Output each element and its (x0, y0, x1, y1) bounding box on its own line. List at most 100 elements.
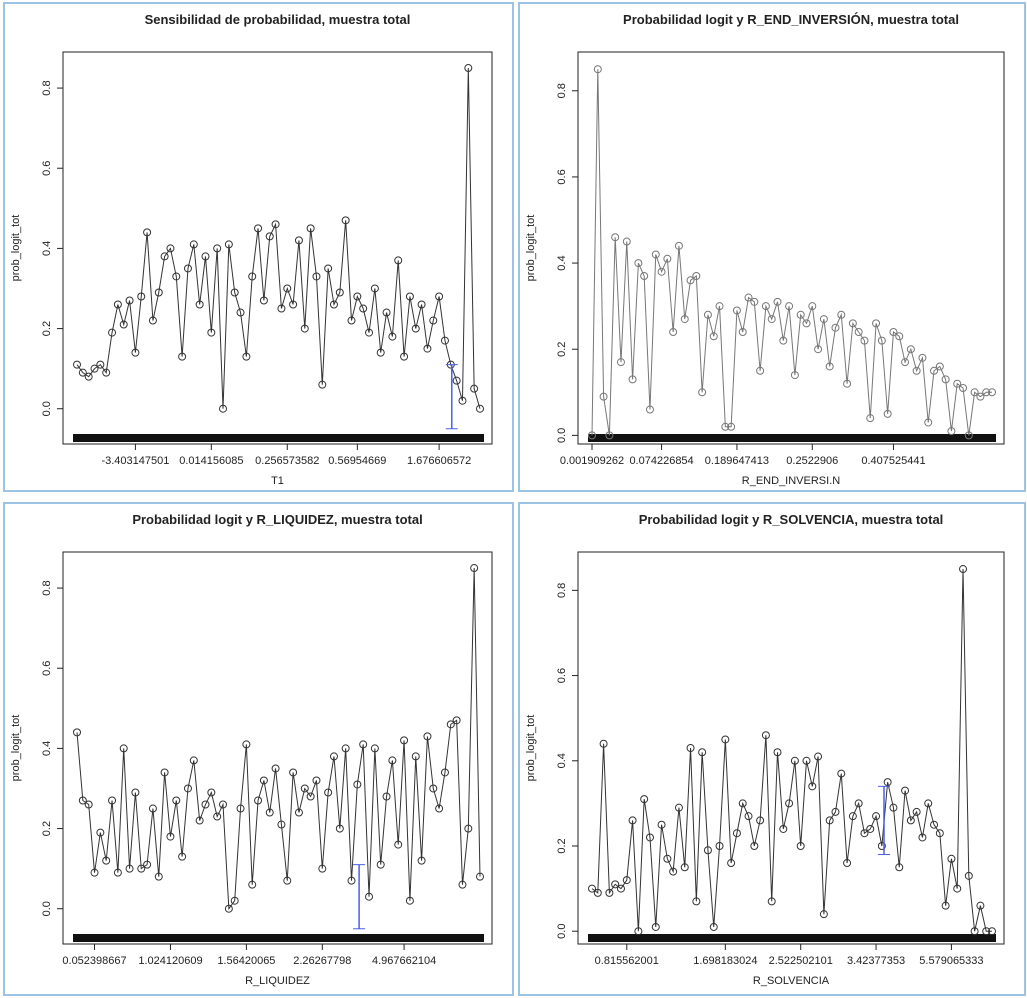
data-point (918, 833, 927, 842)
data-point (230, 896, 239, 905)
chart: Sensibilidad de probabilidad, muestra to… (10, 12, 493, 487)
x-axis-label: R_END_INVERSI.N (742, 475, 840, 487)
data-point (405, 292, 414, 301)
data-point (353, 292, 362, 301)
data-point (312, 776, 321, 785)
data-point (988, 927, 996, 936)
data-point (877, 336, 886, 345)
data-point (464, 64, 473, 73)
data-point (183, 264, 192, 273)
data-point (964, 871, 973, 880)
data-point (476, 872, 484, 881)
data-point (113, 300, 122, 309)
data-point (388, 332, 397, 341)
y-tick-label: 0.0 (41, 401, 53, 416)
panel: Sensibilidad de probabilidad, muestra to… (3, 2, 514, 492)
data-point (254, 224, 263, 233)
data-point (236, 308, 245, 317)
data-point (756, 366, 765, 375)
data-point (709, 922, 718, 931)
data-point (435, 292, 444, 301)
data-point (692, 897, 701, 906)
data-point (458, 880, 467, 889)
data-point (265, 232, 274, 241)
data-point (84, 372, 93, 381)
data-point (108, 796, 117, 805)
data-point (645, 405, 654, 414)
data-point (394, 256, 403, 265)
data-point (452, 716, 461, 725)
data-point (195, 300, 204, 309)
data-point (912, 366, 921, 375)
data-point (476, 404, 484, 413)
data-point (889, 803, 898, 812)
data-point (335, 824, 344, 833)
x-tick-label: 2.522502101 (769, 955, 833, 967)
data-point (738, 799, 747, 808)
y-axis-label: prob_logit_tot (525, 215, 537, 282)
x-tick-label: 1.676606572 (407, 455, 471, 467)
data-point (446, 720, 455, 729)
data-point (341, 744, 350, 753)
data-point (213, 244, 222, 253)
data-point (761, 731, 770, 740)
data-point (611, 880, 620, 889)
plot-frame (577, 551, 1005, 945)
data-point (143, 228, 152, 237)
data-point (452, 376, 461, 385)
data-point (796, 310, 805, 319)
y-axis-label: prob_logit_tot (525, 715, 537, 782)
data-point (709, 332, 718, 341)
data-point (259, 776, 268, 785)
data-point (154, 872, 163, 881)
x-tick-label: 0.014156085 (179, 455, 243, 467)
data-point (970, 927, 979, 936)
data-point (703, 310, 712, 319)
data-point (224, 240, 233, 249)
x-tick-label: 0.074226854 (629, 455, 693, 467)
data-point (219, 800, 228, 809)
x-tick-label: 0.407525441 (861, 455, 925, 467)
data-point (785, 799, 794, 808)
data-point (195, 816, 204, 825)
data-point (860, 336, 869, 345)
data-point (248, 272, 257, 281)
y-tick-label: 0.6 (556, 169, 568, 184)
x-tick-label: -3.403147501 (101, 455, 169, 467)
data-point (814, 345, 823, 354)
data-point (172, 796, 181, 805)
y-tick-label: 0.4 (556, 753, 568, 768)
data-point (370, 744, 379, 753)
data-point (376, 348, 385, 357)
data-point (930, 366, 939, 375)
data-point (959, 565, 968, 574)
data-point (616, 884, 625, 893)
data-point (622, 237, 631, 246)
data-point (721, 422, 730, 431)
data-point (593, 65, 602, 74)
data-point (464, 824, 473, 833)
panel: Probabilidad logit y R_SOLVENCIA, muestr… (518, 502, 1026, 996)
data-point (698, 388, 707, 397)
data-point (901, 786, 910, 795)
data-point (663, 254, 672, 263)
data-point (883, 409, 892, 418)
data-point (941, 375, 950, 384)
data-point (988, 388, 996, 397)
y-axis-label: prob_logit_tot (10, 715, 22, 782)
data-point (417, 856, 426, 865)
data-point (137, 292, 146, 301)
data-point (178, 852, 187, 861)
data-point (953, 884, 962, 893)
data-point (90, 868, 99, 877)
data-point (790, 756, 799, 765)
data-point (947, 854, 956, 863)
data-point (732, 829, 741, 838)
data-point (219, 404, 228, 413)
x-axis-label: R_LIQUIDEZ (245, 975, 310, 987)
data-point (883, 778, 892, 787)
data-point (411, 752, 420, 761)
data-point (593, 888, 602, 897)
series-line (591, 569, 992, 932)
x-tick-label: 0.189647413 (705, 455, 769, 467)
